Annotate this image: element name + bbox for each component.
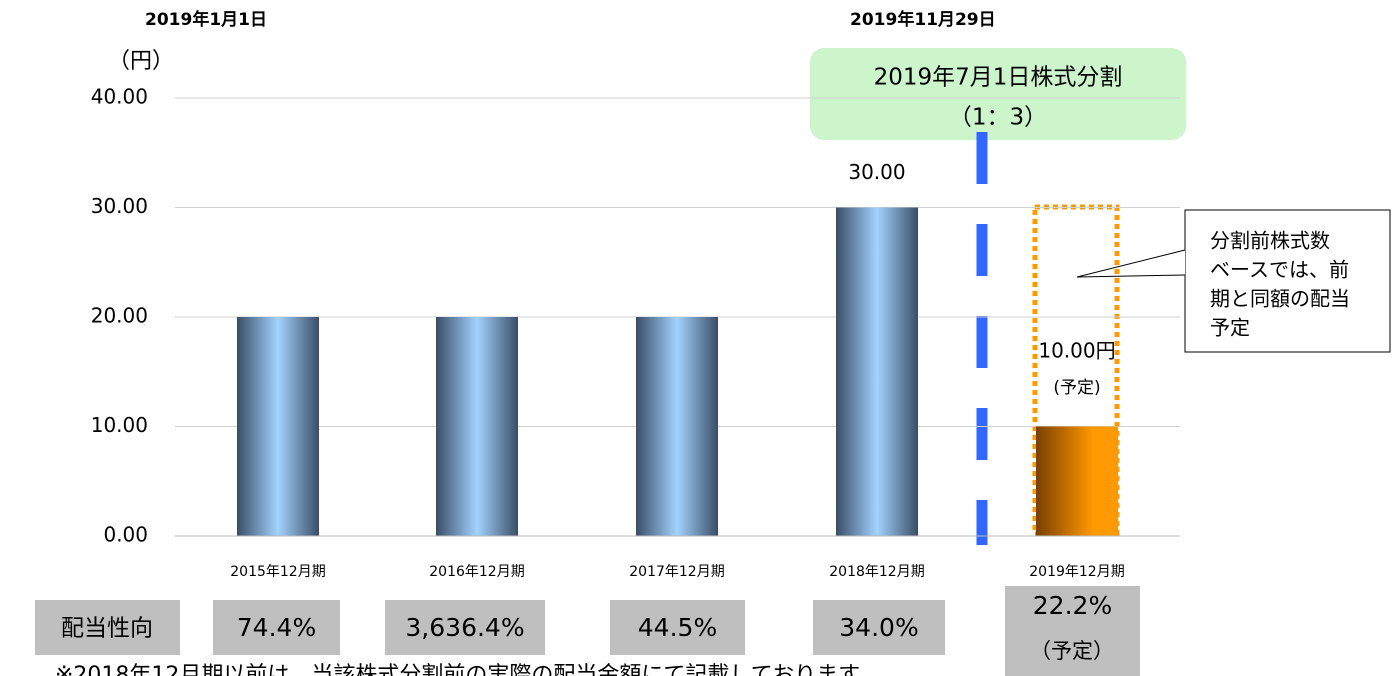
x-tick-label: 2017年12月期 xyxy=(629,564,724,580)
bar xyxy=(237,317,319,536)
x-tick-label: 2018年12月期 xyxy=(829,564,924,580)
bar xyxy=(836,207,918,536)
callout-box xyxy=(1184,209,1391,353)
data-label: 10.00円 xyxy=(1038,339,1115,363)
payout-label: 配当性向 xyxy=(61,616,153,642)
callout-text: 期と同額の配当 xyxy=(1210,287,1350,311)
date-left: 2019年1月1日 xyxy=(145,9,267,30)
split-note: （1：3） xyxy=(949,105,1047,131)
callout-gap xyxy=(1186,251,1189,274)
callout-text: 予定 xyxy=(1210,316,1250,340)
payout-value: 22.2% xyxy=(1033,591,1112,620)
data-label: 30.00 xyxy=(848,160,905,184)
date-right: 2019年11月29日 xyxy=(850,9,996,30)
split-note: 2019年7月1日株式分割 xyxy=(874,65,1123,91)
payout-box xyxy=(813,600,945,655)
callout-pointer xyxy=(1076,249,1186,278)
y-tick-label: 0.00 xyxy=(103,523,148,547)
payout-value: 3,636.4% xyxy=(405,613,524,642)
unit-label: （円） xyxy=(108,49,174,74)
x-tick-label: 2016年12月期 xyxy=(429,564,524,580)
payout-box xyxy=(213,600,340,655)
y-tick-label: 40.00 xyxy=(91,85,148,109)
callout-text: 分割前株式数 xyxy=(1210,229,1330,253)
bar xyxy=(636,317,718,536)
footnote: ※2018年12月期以前は、当該株式分割前の実際の配当金額にて記載しております。 xyxy=(55,663,880,676)
bar xyxy=(1036,426,1118,536)
y-tick-label: 30.00 xyxy=(91,194,148,218)
y-tick-label: 10.00 xyxy=(91,413,148,437)
payout-box xyxy=(35,600,180,655)
forecast-note: (予定) xyxy=(1053,378,1100,398)
x-tick-label: 2019年12月期 xyxy=(1029,564,1124,580)
y-tick-label: 20.00 xyxy=(91,304,148,328)
payout-value: 44.5% xyxy=(638,613,717,642)
split-box xyxy=(810,48,1186,140)
payout-value: 34.0% xyxy=(839,613,918,642)
payout-value: 74.4% xyxy=(237,613,316,642)
bar xyxy=(436,317,518,536)
payout-note: （予定） xyxy=(1030,639,1114,663)
x-tick-label: 2015年12月期 xyxy=(230,564,325,580)
payout-box xyxy=(610,600,745,655)
callout-text: ベースでは、前 xyxy=(1210,258,1349,282)
payout-box xyxy=(385,600,545,655)
payout-box xyxy=(1005,586,1140,676)
